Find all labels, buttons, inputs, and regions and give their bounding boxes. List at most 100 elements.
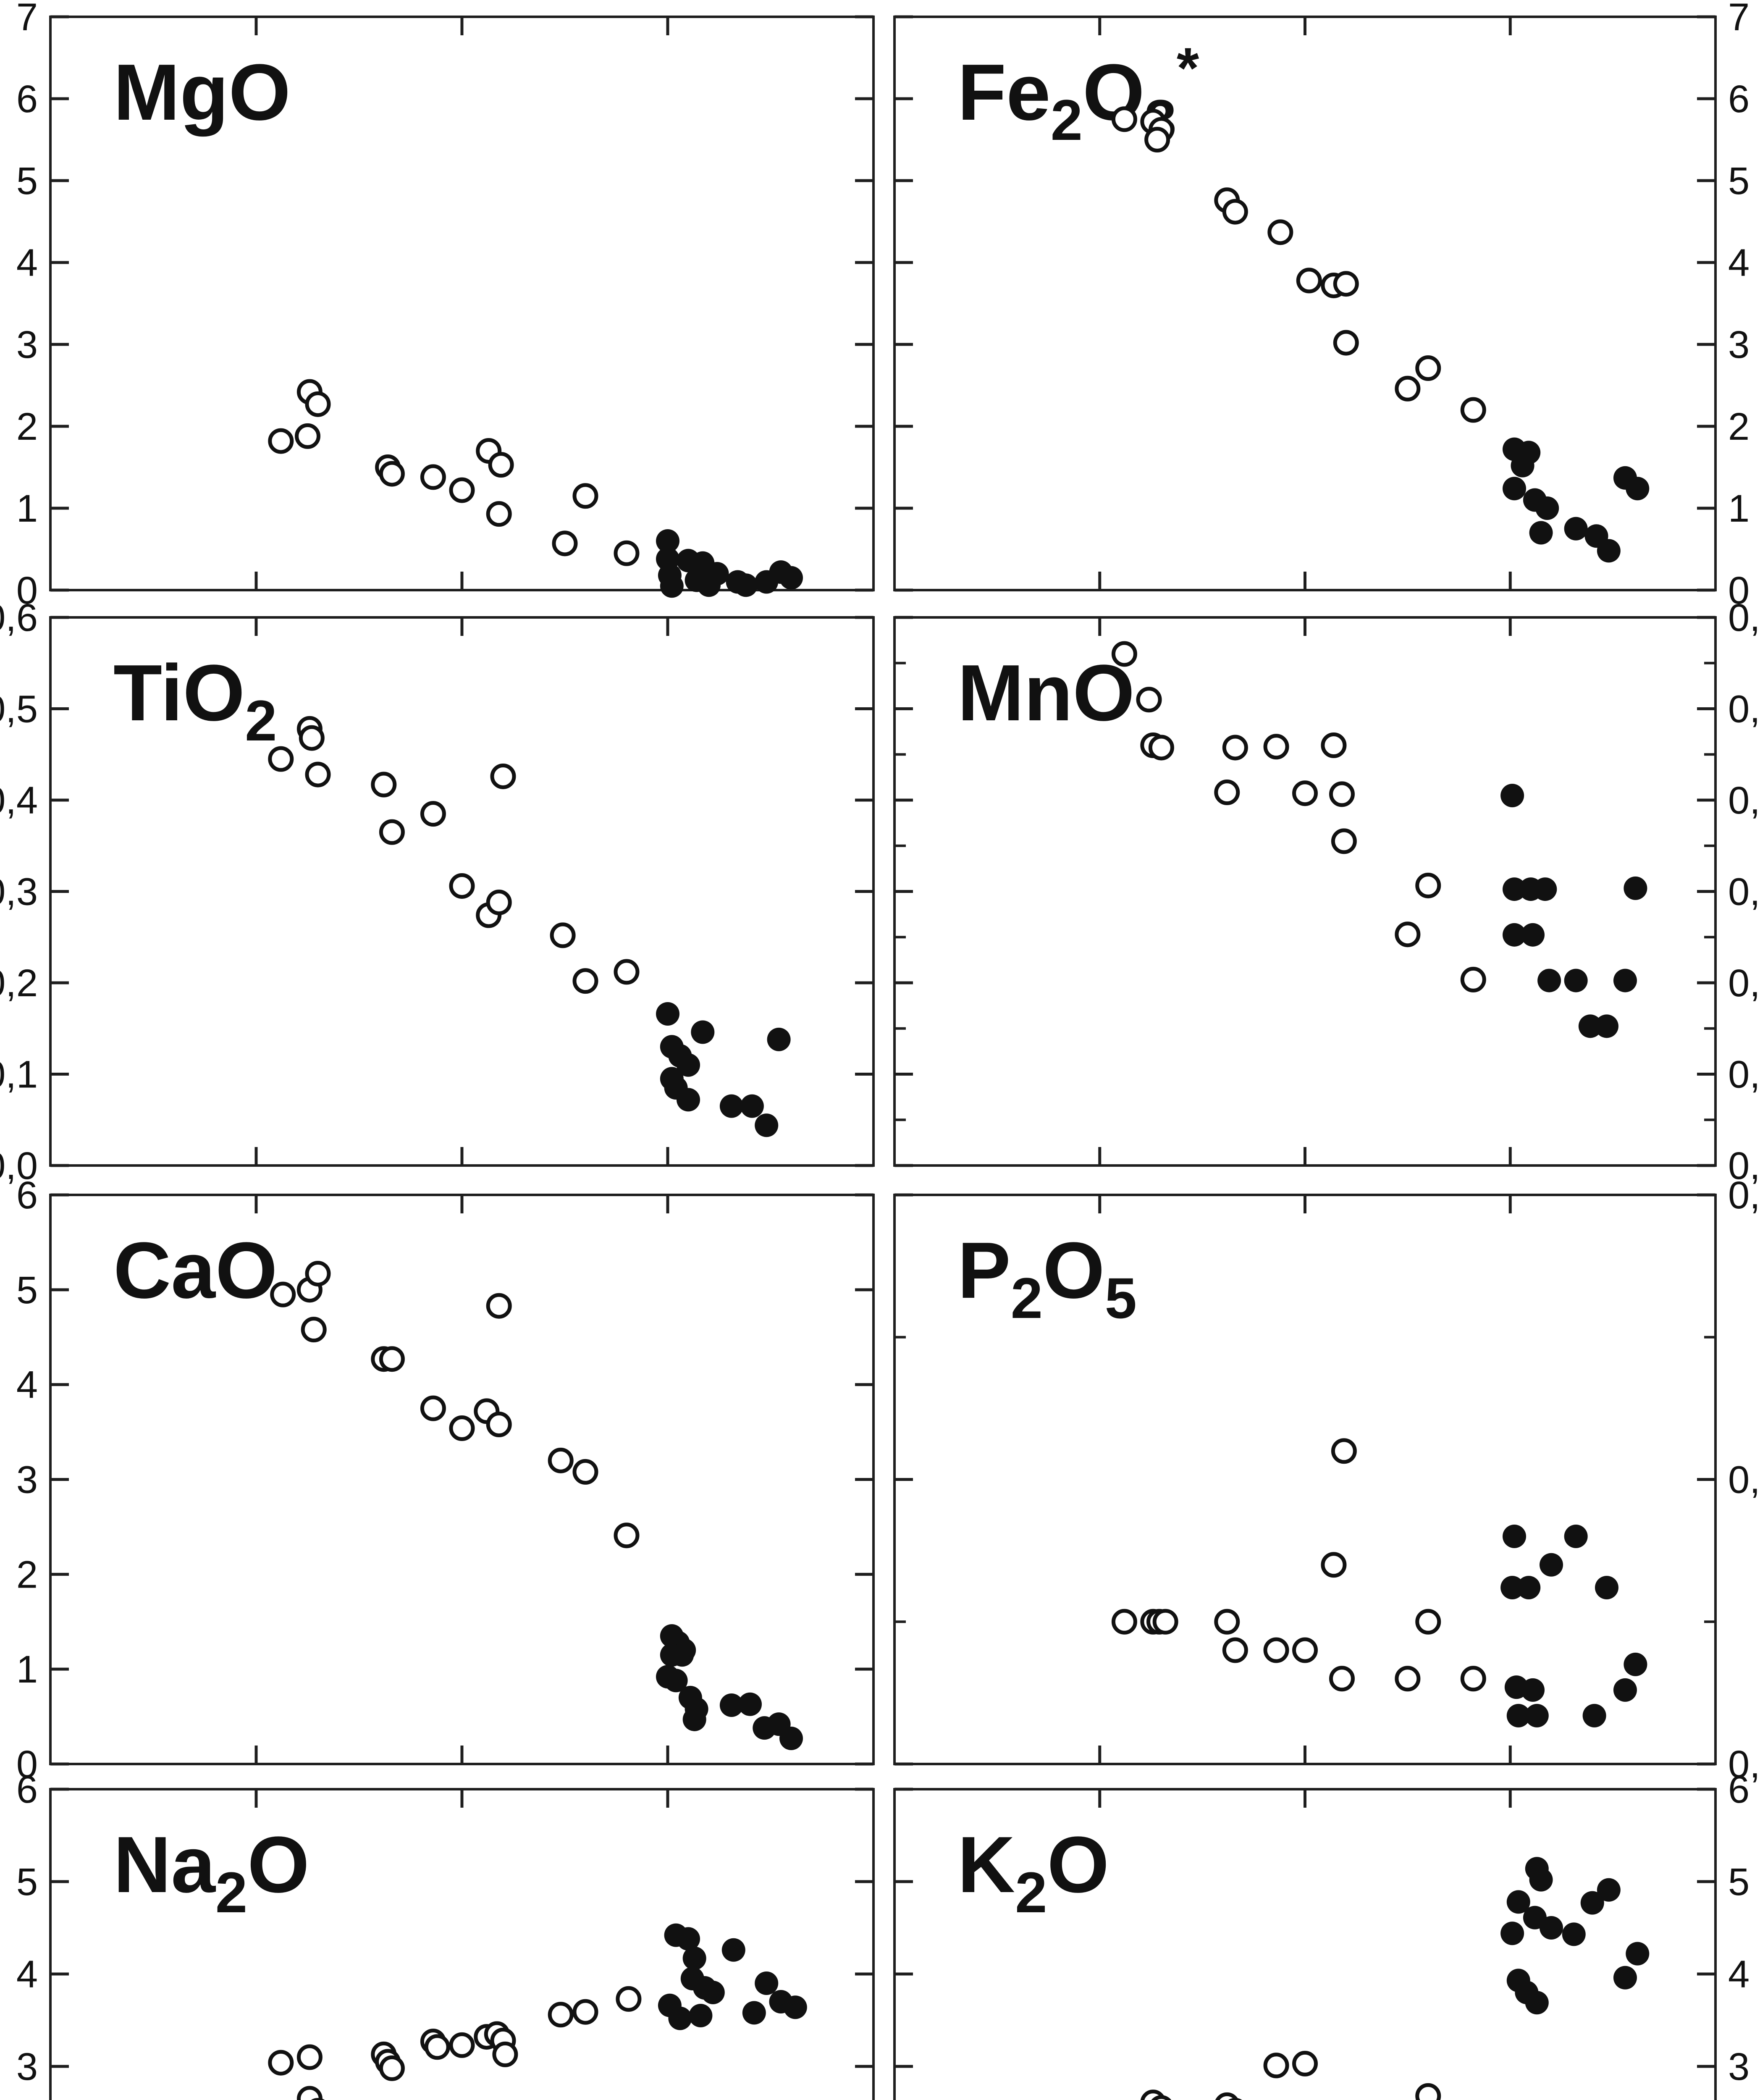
data-point-filled bbox=[1624, 876, 1647, 900]
data-point-filled bbox=[1564, 969, 1588, 992]
data-point-open bbox=[1321, 732, 1347, 758]
data-point-open bbox=[268, 428, 294, 454]
data-point-filled bbox=[783, 1995, 807, 2019]
y-tick-label-fe2o3: 4 bbox=[1728, 242, 1750, 284]
data-point-open bbox=[488, 452, 514, 478]
data-point-filled bbox=[1595, 1014, 1618, 1038]
data-point-open bbox=[268, 746, 294, 772]
data-point-open bbox=[492, 2041, 518, 2067]
data-point-open bbox=[1333, 330, 1359, 356]
data-point-filled bbox=[1537, 969, 1561, 992]
data-point-filled bbox=[1521, 923, 1545, 947]
data-point-filled bbox=[664, 1669, 688, 1693]
y-tick-label-tio2: 0,2 bbox=[0, 962, 38, 1005]
data-point-filled bbox=[721, 1938, 745, 1962]
y-tick-label-fe2o3: 7 bbox=[1728, 0, 1750, 39]
data-point-open bbox=[379, 819, 405, 845]
data-point-open bbox=[1321, 1552, 1347, 1578]
data-point-open bbox=[1329, 1666, 1355, 1692]
y-tick-label-k2o: 6 bbox=[1728, 1768, 1750, 1811]
data-point-filled bbox=[1580, 1891, 1604, 1915]
panel-k2o: 0123456065707580SiO2K2O bbox=[893, 1768, 1750, 2100]
y-tick-label-k2o: 4 bbox=[1728, 1953, 1750, 1996]
y-tick-label-mgo: 6 bbox=[16, 78, 38, 121]
data-point-filled bbox=[1517, 1575, 1541, 1599]
data-point-filled bbox=[1500, 1922, 1524, 1945]
y-tick-label-mno: 0,08 bbox=[1728, 779, 1760, 822]
data-point-open bbox=[420, 464, 446, 490]
data-point-filled bbox=[668, 2006, 692, 2030]
data-point-open bbox=[1263, 734, 1289, 760]
data-point-open bbox=[296, 2044, 323, 2070]
y-tick-label-na2o: 3 bbox=[16, 2045, 38, 2088]
data-point-open bbox=[305, 1260, 331, 1286]
data-point-open bbox=[1331, 1438, 1357, 1464]
data-point-open bbox=[1415, 355, 1441, 381]
data-point-filled bbox=[1506, 1890, 1530, 1914]
data-point-open bbox=[1214, 1609, 1240, 1635]
data-point-open bbox=[270, 1281, 296, 1307]
y-tick-label-cao: 1 bbox=[16, 1648, 38, 1691]
data-point-filled bbox=[1540, 1553, 1563, 1577]
data-point-filled bbox=[1540, 1916, 1563, 1940]
y-tick-label-tio2: 0,5 bbox=[0, 688, 38, 731]
data-point-open bbox=[1111, 641, 1137, 667]
data-point-filled bbox=[1525, 1704, 1549, 1727]
y-tick-label-fe2o3: 3 bbox=[1728, 323, 1750, 366]
data-point-open bbox=[420, 801, 446, 827]
data-point-filled bbox=[767, 1027, 791, 1051]
y-tick-label-cao: 4 bbox=[16, 1364, 38, 1407]
data-point-filled bbox=[1503, 1525, 1527, 1548]
data-point-filled bbox=[740, 1094, 764, 1118]
panel-mgo: 0 1 2 3 4 5 6 7 MgO bbox=[16, 0, 875, 612]
data-point-filled bbox=[1613, 1678, 1637, 1702]
data-point-filled bbox=[1529, 1868, 1553, 1892]
data-point-open bbox=[1331, 828, 1357, 854]
y-tick-label-p2o5: 0,2 bbox=[1728, 1174, 1760, 1217]
data-point-open bbox=[424, 2034, 450, 2060]
data-point-filled bbox=[701, 1981, 725, 2004]
data-point-open bbox=[1415, 872, 1441, 898]
data-point-open bbox=[1152, 1609, 1178, 1635]
data-point-filled bbox=[1533, 877, 1557, 901]
data-point-open bbox=[1292, 780, 1318, 806]
y-tick-label-fe2o3: 0 bbox=[1728, 569, 1750, 612]
y-tick-label-mgo: 1 bbox=[16, 487, 38, 530]
data-point-filled bbox=[1506, 1704, 1530, 1727]
data-point-open bbox=[1460, 397, 1486, 423]
data-point-filled bbox=[1511, 454, 1534, 478]
data-point-filled bbox=[670, 1643, 694, 1667]
y-tick-label-cao: 0 bbox=[16, 1743, 38, 1786]
data-point-open bbox=[614, 959, 640, 985]
data-point-filled bbox=[1535, 496, 1559, 520]
y-tick-label-na2o: 6 bbox=[16, 1768, 38, 1811]
data-point-open bbox=[305, 391, 331, 417]
data-point-filled bbox=[755, 1113, 779, 1137]
y-tick-label-mno: 0,10 bbox=[1728, 688, 1760, 731]
data-point-open bbox=[420, 1395, 446, 1421]
data-point-open bbox=[1263, 2053, 1289, 2079]
data-point-open bbox=[1395, 921, 1421, 948]
data-point-filled bbox=[1503, 877, 1527, 901]
data-point-filled bbox=[677, 1053, 700, 1077]
data-point-filled bbox=[689, 2004, 713, 2027]
data-point-filled bbox=[1626, 1942, 1650, 1966]
data-point-filled bbox=[742, 2001, 766, 2025]
y-tick-label-mno: 0,04 bbox=[1728, 962, 1760, 1005]
data-point-open bbox=[379, 1346, 405, 1372]
y-tick-label-mgo: 3 bbox=[16, 323, 38, 366]
y-tick-label-tio2: 0,4 bbox=[0, 779, 38, 822]
panel-fe2o3: 01234567Fe2O3* bbox=[893, 0, 1750, 612]
data-point-open bbox=[1415, 2083, 1441, 2100]
data-point-open bbox=[548, 2002, 574, 2028]
data-point-filled bbox=[719, 1094, 743, 1118]
data-point-open bbox=[1222, 199, 1248, 225]
y-tick-label-fe2o3: 1 bbox=[1728, 487, 1750, 530]
data-point-filled bbox=[691, 1020, 715, 1044]
data-point-open bbox=[1395, 1666, 1421, 1692]
data-point-open bbox=[1222, 735, 1248, 761]
y-tick-label-tio2: 0,6 bbox=[0, 596, 38, 639]
data-point-filled bbox=[734, 573, 758, 597]
